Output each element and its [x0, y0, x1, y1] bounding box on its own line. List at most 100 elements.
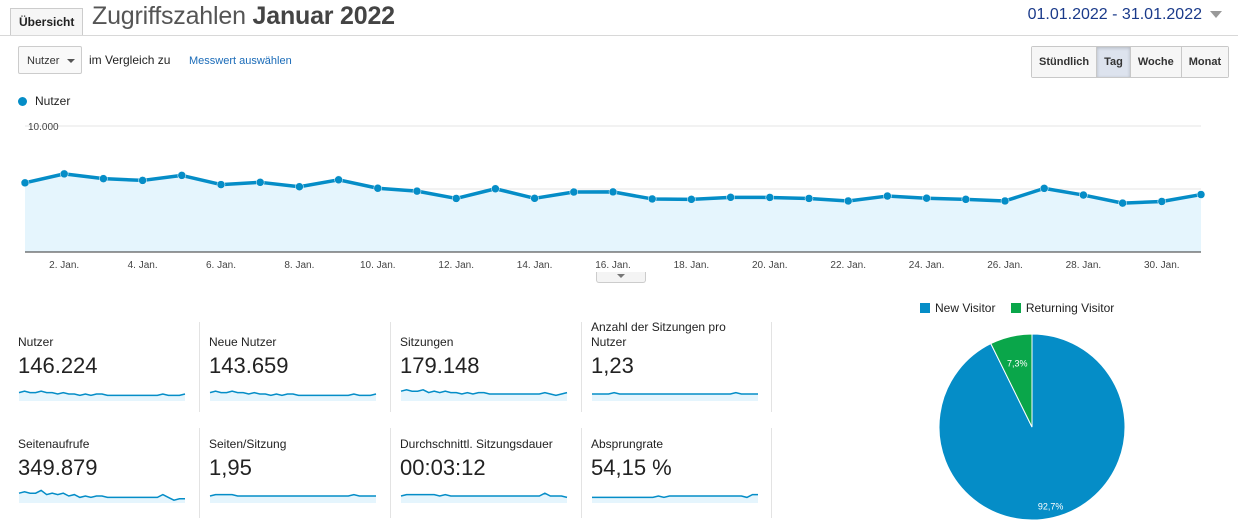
metric-select[interactable]: Nutzer	[18, 46, 82, 74]
data-point[interactable]	[177, 171, 187, 180]
kpi-separator	[581, 322, 582, 412]
kpi-sparkline	[400, 389, 568, 401]
sparkline-line	[18, 489, 185, 501]
kpi-tile[interactable]: Anzahl der Sitzungen pro Nutzer 1,23	[591, 320, 769, 403]
granularity-hourly-button[interactable]: Stündlich	[1032, 47, 1098, 77]
kpi-label: Anzahl der Sitzungen pro Nutzer	[591, 320, 726, 349]
sparkline-line	[209, 493, 376, 497]
kpi-value: 00:03:12	[400, 455, 486, 480]
data-point[interactable]	[530, 194, 539, 203]
x-tick-label: 18. Jan.	[674, 260, 710, 271]
kpi-sparkline	[592, 391, 758, 401]
data-point[interactable]	[99, 174, 108, 183]
data-point[interactable]	[1000, 196, 1010, 206]
kpi-tile[interactable]: Nutzer 146.224	[18, 335, 196, 403]
kpi-value: 1,23	[591, 353, 634, 378]
legend-swatch-icon	[1010, 303, 1021, 313]
data-point[interactable]	[687, 195, 696, 204]
sparkline-line	[592, 391, 758, 395]
data-point[interactable]	[647, 194, 657, 204]
kpi-sparkline	[18, 390, 186, 401]
header-divider	[0, 35, 1238, 36]
data-point[interactable]	[608, 187, 618, 197]
x-tick-label: 8. Jan.	[284, 260, 314, 271]
kpi-tile[interactable]: Sitzungen 179.148	[400, 335, 578, 403]
sparkline-line	[400, 492, 568, 499]
pie-slice-returning-visitor[interactable]	[990, 333, 1033, 428]
kpi-separator	[390, 428, 391, 518]
chevron-down-icon	[1210, 11, 1222, 19]
chart-legend: Nutzer	[18, 94, 70, 108]
kpi-value: 146.224	[18, 353, 98, 378]
data-point[interactable]	[804, 194, 814, 203]
data-point[interactable]	[1157, 197, 1167, 206]
data-point[interactable]	[922, 193, 931, 203]
kpi-tile[interactable]: Seitenaufrufe 349.879	[18, 437, 196, 505]
kpi-label: Sitzungen	[400, 335, 454, 349]
data-point[interactable]	[20, 178, 30, 188]
select-metric-link[interactable]: Messwert auswählen	[189, 55, 292, 67]
kpi-tile[interactable]: Durchschnittl. Sitzungsdauer 00:03:12	[400, 437, 578, 505]
y-tick-label: 10.000	[28, 122, 59, 133]
data-point[interactable]	[138, 176, 147, 185]
sparkline-line	[592, 493, 758, 499]
data-point[interactable]	[412, 186, 422, 196]
pie-value-label: 7,3%	[1007, 359, 1028, 369]
data-point[interactable]	[1079, 190, 1088, 200]
kpi-tile[interactable]: Absprungrate 54,15 %	[591, 437, 769, 505]
pie-value-label: 92,7%	[1038, 502, 1064, 512]
granularity-week-button[interactable]: Woche	[1130, 47, 1182, 77]
sparkline-line	[18, 390, 186, 397]
date-range-picker[interactable]: 01.01.2022 - 31.01.2022	[1028, 6, 1222, 24]
page-title: Zugriffszahlen Januar 2022	[92, 2, 395, 31]
data-point[interactable]	[1039, 184, 1049, 193]
data-point[interactable]	[451, 194, 461, 203]
data-point[interactable]	[491, 184, 500, 193]
kpi-sparkline	[209, 493, 376, 503]
data-point[interactable]	[216, 180, 226, 189]
pie-legend-returning: Returning Visitor	[1010, 301, 1115, 315]
kpi-value: 349.879	[18, 455, 98, 480]
tab-overview[interactable]: Übersicht	[10, 8, 84, 35]
data-point[interactable]	[255, 178, 265, 187]
granularity-month-button[interactable]: Monat	[1181, 47, 1229, 77]
data-point[interactable]	[59, 169, 69, 179]
data-point[interactable]	[373, 183, 383, 193]
data-point[interactable]	[1196, 190, 1206, 199]
data-point[interactable]	[843, 196, 853, 206]
kpi-tile[interactable]: Neue Nutzer 143.659	[209, 335, 387, 403]
kpi-tile[interactable]: Seiten/Sitzung 1,95	[209, 437, 387, 505]
compare-label: im Vergleich zu	[89, 53, 171, 67]
granularity-toggle: Stündlich Tag Woche Monat	[1031, 46, 1230, 78]
chart-collapse-handle[interactable]	[596, 272, 646, 283]
data-point[interactable]	[295, 182, 304, 191]
date-range-text: 01.01.2022 - 31.01.2022	[1027, 6, 1202, 23]
kpi-label: Nutzer	[18, 335, 54, 349]
chevron-down-icon	[67, 59, 75, 63]
pie-legend-returning-label: Returning Visitor	[1025, 301, 1115, 315]
kpi-value: 143.659	[209, 353, 289, 378]
data-point[interactable]	[883, 191, 892, 201]
kpi-sparkline	[18, 489, 185, 503]
granularity-day-button[interactable]: Tag	[1097, 47, 1131, 77]
data-point[interactable]	[334, 175, 343, 185]
x-tick-label: 30. Jan.	[1144, 260, 1180, 271]
metric-select-value: Nutzer	[27, 55, 60, 67]
kpi-sparkline	[209, 390, 377, 401]
kpi-separator	[199, 428, 200, 518]
kpi-sparkline	[400, 492, 568, 503]
x-tick-label: 14. Jan.	[517, 260, 553, 271]
x-tick-label: 24. Jan.	[909, 260, 945, 271]
data-point[interactable]	[961, 195, 971, 204]
pie-legend-new-label: New Visitor	[935, 301, 996, 315]
pie-legend: New Visitor Returning Visitor	[920, 301, 1126, 315]
sparkline-line	[209, 390, 377, 397]
data-point[interactable]	[1118, 198, 1127, 208]
data-point[interactable]	[569, 187, 579, 197]
legend-swatch-icon	[920, 303, 930, 313]
kpi-label: Seiten/Sitzung	[209, 437, 287, 451]
x-tick-label: 26. Jan.	[987, 260, 1023, 271]
data-point[interactable]	[726, 193, 735, 202]
data-point[interactable]	[765, 193, 775, 202]
